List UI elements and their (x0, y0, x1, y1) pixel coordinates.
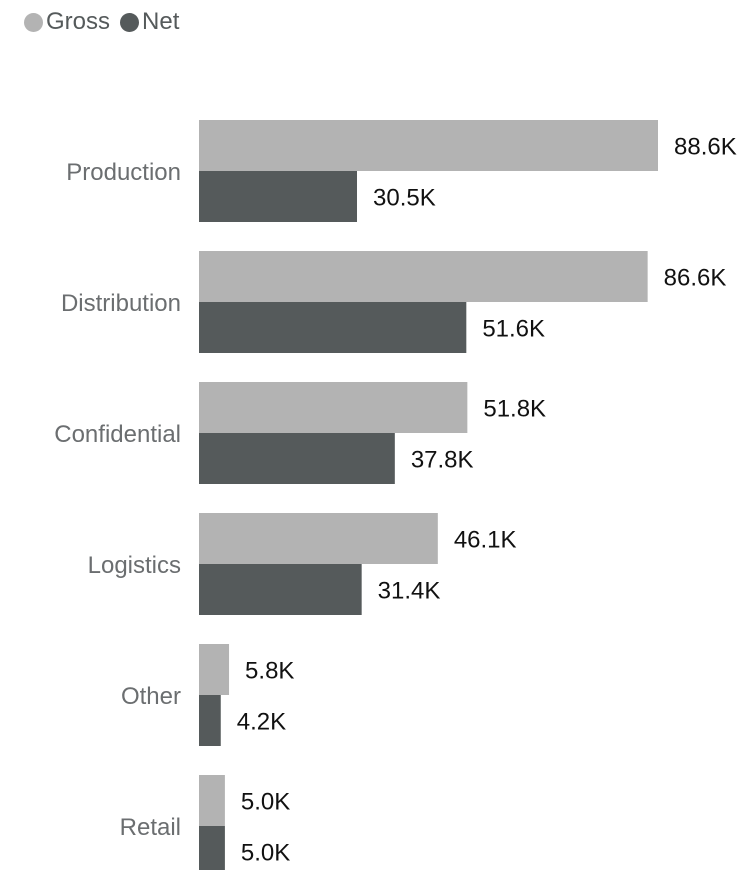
data-label-net: 51.6K (482, 316, 545, 343)
legend-label-gross: Gross (46, 8, 111, 35)
bar-gross[interactable] (199, 513, 438, 564)
data-label-gross: 88.6K (674, 134, 737, 161)
legend-dot-icon (24, 12, 43, 32)
data-label-gross: 5.0K (241, 789, 290, 816)
data-label-net: 5.0K (241, 840, 290, 867)
legend-dot-icon (120, 12, 140, 32)
bar-gross[interactable] (199, 120, 658, 171)
bar-net[interactable] (199, 171, 358, 222)
category-label: Production (66, 159, 181, 186)
bar-gross[interactable] (199, 251, 648, 302)
data-label-net: 37.8K (411, 447, 474, 474)
bar-net[interactable] (199, 826, 225, 870)
data-label-gross: 86.6K (664, 265, 727, 292)
data-label-net: 31.4K (378, 578, 441, 605)
data-label-net: 4.2K (237, 709, 286, 736)
bar-net[interactable] (199, 302, 467, 353)
bar-gross[interactable] (199, 382, 468, 433)
category-label: Other (121, 683, 181, 710)
category-label: Distribution (61, 290, 181, 317)
data-label-gross: 5.8K (245, 658, 294, 685)
bar-net[interactable] (199, 695, 221, 746)
bar-gross[interactable] (199, 775, 225, 826)
bar-net[interactable] (199, 433, 395, 484)
category-label: Confidential (54, 421, 181, 448)
bar-net[interactable] (199, 564, 362, 615)
data-label-net: 30.5K (373, 185, 436, 212)
legend-item-gross[interactable]: Gross (24, 8, 110, 36)
data-label-gross: 46.1K (454, 527, 517, 554)
bar-gross[interactable] (199, 644, 230, 695)
category-label: Logistics (88, 552, 181, 579)
data-label-gross: 51.8K (483, 396, 546, 423)
legend-item-net[interactable]: Net (120, 8, 179, 36)
chart-legend: Gross Net (24, 8, 189, 36)
category-label: Retail (120, 814, 181, 841)
legend-label-net: Net (142, 8, 180, 35)
